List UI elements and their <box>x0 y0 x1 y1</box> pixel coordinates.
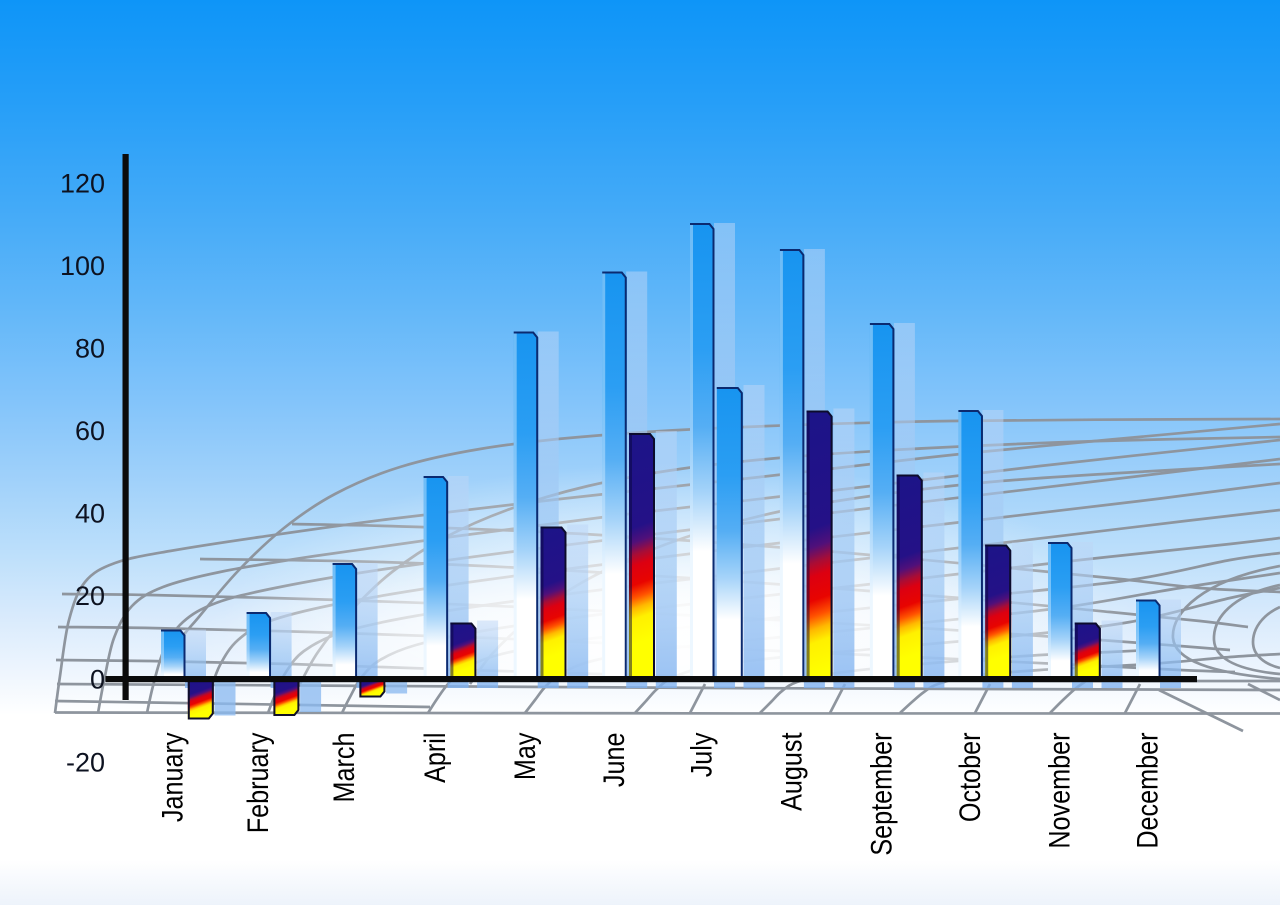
svg-text:December: December <box>1131 733 1164 849</box>
svg-text:September: September <box>865 733 898 856</box>
svg-text:20: 20 <box>75 581 105 611</box>
svg-text:July: July <box>685 732 718 777</box>
svg-text:March: March <box>327 733 360 803</box>
svg-text:February: February <box>241 732 274 833</box>
svg-text:120: 120 <box>60 169 105 199</box>
svg-text:80: 80 <box>75 334 105 364</box>
svg-text:0: 0 <box>90 665 105 695</box>
svg-text:100: 100 <box>60 251 105 281</box>
svg-text:April: April <box>418 733 451 783</box>
svg-text:June: June <box>597 733 630 788</box>
svg-text:60: 60 <box>75 416 105 446</box>
svg-text:October: October <box>953 733 986 823</box>
svg-text:40: 40 <box>75 499 105 529</box>
svg-text:January: January <box>156 732 189 822</box>
svg-text:May: May <box>508 732 541 780</box>
svg-text:November: November <box>1043 733 1076 849</box>
svg-text:-20: -20 <box>66 748 105 778</box>
svg-text:August: August <box>775 732 808 811</box>
